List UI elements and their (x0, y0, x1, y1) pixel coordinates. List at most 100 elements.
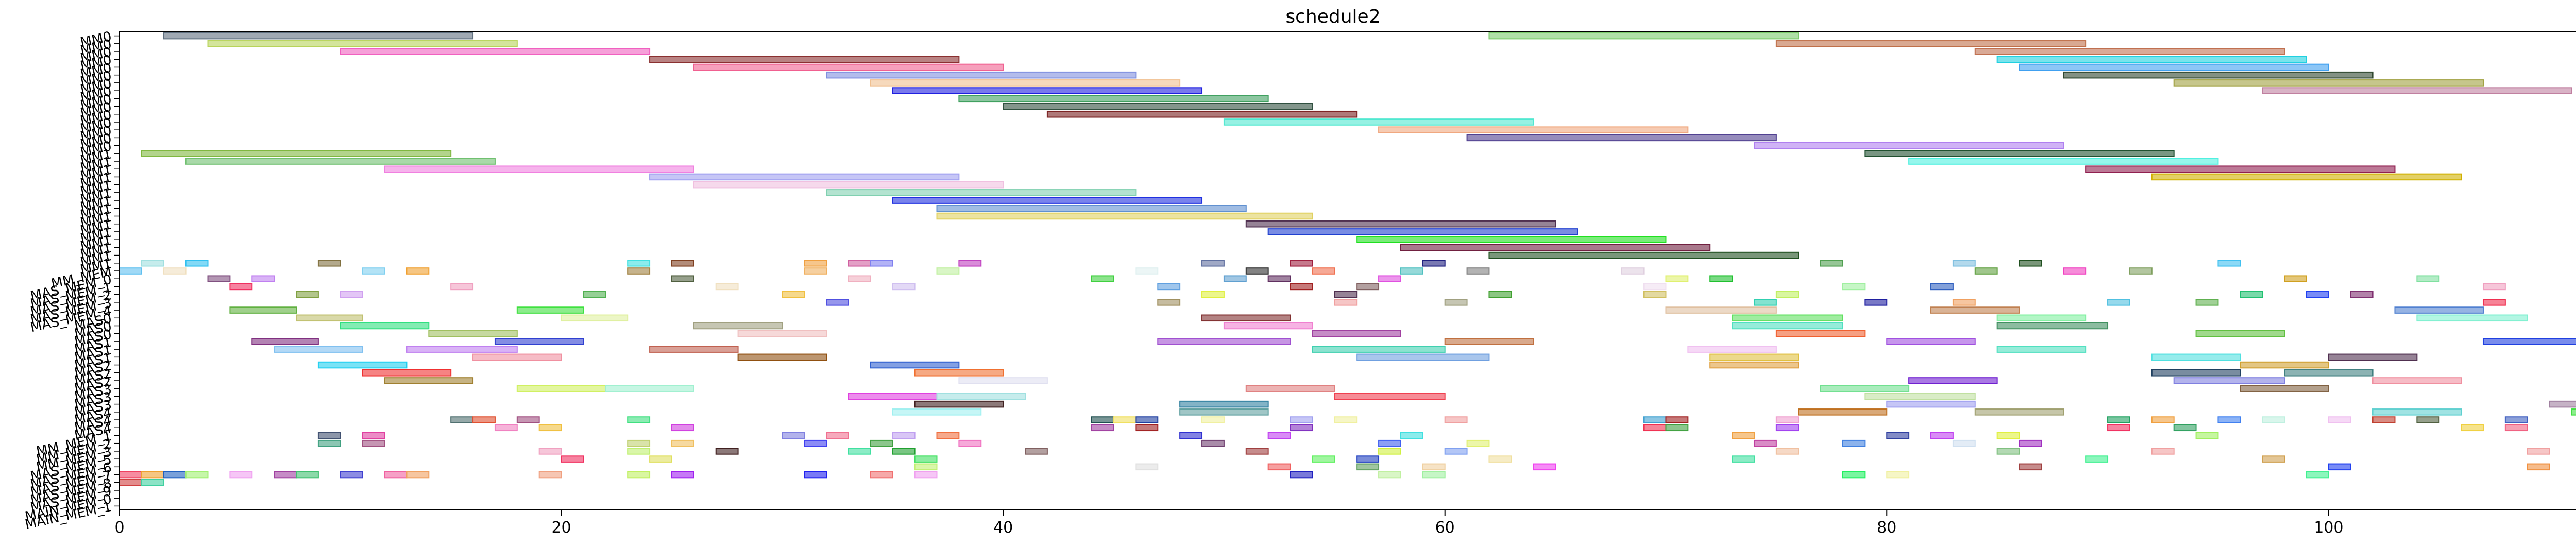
task-bar (2284, 369, 2374, 377)
task-bar (1245, 385, 1335, 392)
task-bar (936, 432, 960, 439)
task-bar (627, 448, 651, 455)
task-bar (1290, 471, 1313, 479)
task-bar (914, 369, 1004, 377)
task-bar (936, 267, 960, 275)
task-bar (936, 393, 1026, 400)
task-bar (2527, 463, 2550, 471)
task-bar (1864, 299, 1888, 306)
task-bar (1864, 150, 2175, 157)
task-bar (1201, 439, 1225, 447)
task-bar (1775, 416, 1799, 423)
task-bar (2549, 400, 2576, 408)
task-bar (406, 346, 518, 353)
x-tick-label: 100 (2314, 519, 2343, 537)
task-bar (693, 322, 783, 330)
task-bar (2571, 408, 2576, 416)
task-bar (1378, 471, 1401, 479)
task-bar (1643, 291, 1667, 298)
task-bar (1003, 103, 1313, 110)
task-bar (516, 385, 606, 392)
task-bar (1135, 416, 1159, 423)
task-bar (2217, 416, 2241, 423)
task-bar (2019, 63, 2329, 71)
task-bar (671, 471, 694, 479)
task-bar (2284, 275, 2307, 282)
task-bar (1709, 275, 1733, 282)
task-bar (1179, 400, 1269, 408)
task-bar (1201, 314, 1291, 322)
task-bar (2240, 291, 2263, 298)
task-bar (1952, 260, 1976, 267)
task-bar (870, 471, 893, 479)
task-bar (1091, 275, 1114, 282)
task-bar (826, 71, 1137, 79)
task-bar (163, 32, 474, 40)
task-bar (207, 275, 231, 282)
task-bar (870, 361, 960, 369)
task-bar (317, 260, 341, 267)
task-bar (2482, 283, 2506, 291)
task-bar (2482, 338, 2576, 345)
task-bar (141, 260, 164, 267)
task-bar (1643, 424, 1667, 432)
task-bar (2416, 275, 2440, 282)
task-bar (2416, 416, 2440, 423)
task-bar (1820, 385, 1910, 392)
task-bar (892, 432, 916, 439)
task-bar (472, 353, 562, 361)
task-bar (1665, 416, 1689, 423)
x-tick-label: 0 (114, 519, 124, 537)
task-bar (649, 173, 960, 181)
task-bar (1378, 448, 1401, 455)
task-bar (274, 471, 297, 479)
task-bar (494, 338, 584, 345)
task-bar (1157, 299, 1181, 306)
task-bar (1201, 291, 1225, 298)
task-bar (1974, 267, 1998, 275)
task-bar (1952, 299, 1976, 306)
task-bar (1113, 416, 1137, 423)
task-bar (2019, 439, 2042, 447)
task-bar (2328, 463, 2351, 471)
task-bar (1444, 338, 1534, 345)
task-bar (1533, 463, 1556, 471)
task-bar (1356, 455, 1380, 463)
task-bar (317, 361, 408, 369)
task-bar (2195, 330, 2285, 337)
task-bar (2151, 448, 2175, 455)
task-bar (1223, 118, 1534, 126)
task-bar (936, 212, 1313, 220)
task-bar (1930, 306, 2020, 314)
task-bar (185, 158, 496, 165)
task-bar (141, 479, 164, 486)
task-bar (1400, 432, 1423, 439)
task-bar (251, 338, 319, 345)
task-bar (2173, 79, 2484, 87)
task-bar (1952, 439, 1976, 447)
task-bar (1842, 471, 1866, 479)
task-bar (1312, 330, 1401, 337)
task-bar (185, 260, 209, 267)
task-bar (229, 471, 253, 479)
task-bar (1753, 299, 1777, 306)
task-bar (892, 283, 916, 291)
task-bar (1091, 416, 1114, 423)
task-bar (2240, 361, 2329, 369)
task-bar (1732, 322, 1843, 330)
task-bar (2372, 377, 2462, 384)
task-bar (1996, 322, 2109, 330)
task-bar (494, 424, 518, 432)
task-bar (516, 306, 584, 314)
task-bar (1046, 110, 1358, 118)
task-bar (1135, 463, 1159, 471)
task-bar (671, 275, 694, 282)
task-bar (296, 314, 363, 322)
task-bar (2151, 369, 2241, 377)
task-bar (1930, 283, 1954, 291)
task-bar (406, 267, 430, 275)
task-bar (340, 291, 363, 298)
x-tick-label: 60 (1435, 519, 1455, 537)
task-bar (2173, 424, 2197, 432)
task-bar (1356, 283, 1380, 291)
